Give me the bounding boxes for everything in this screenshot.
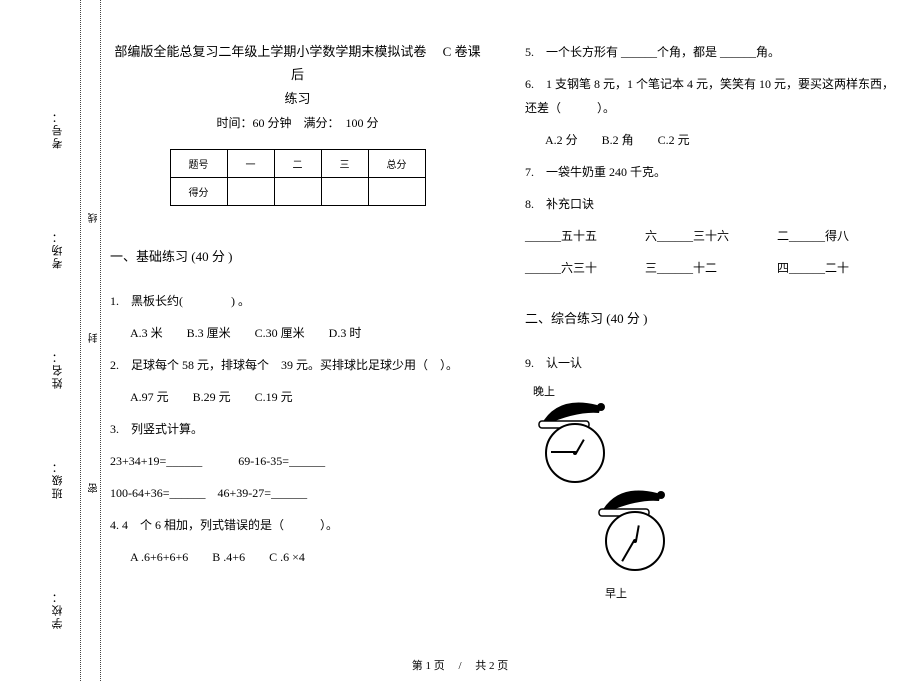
question-8b: ______六三十 三______十二 四______二十 <box>525 256 900 280</box>
question-3: 3. 列竖式计算。 <box>110 417 485 441</box>
td-1 <box>227 178 274 206</box>
title-main: 部编版全能总复习二年级上学期小学数学期末模拟试卷 <box>114 44 426 59</box>
question-8a: ______五十五 六______三十六 二______得八 <box>525 224 900 248</box>
question-6-options: A.2 分 B.2 角 C.2 元 <box>525 128 900 152</box>
question-1: 1. 黑板长约( ) 。 <box>110 289 485 313</box>
binding-margin: 学校： 班级： 姓名： 考场： 考号： 密 封 线 <box>10 0 100 681</box>
label-id: 考号： <box>50 110 66 149</box>
title-line2: 练习 <box>284 91 310 106</box>
question-7: 7. 一袋牛奶重 240 千克。 <box>525 160 900 184</box>
question-8: 8. 补充口诀 <box>525 192 900 216</box>
question-3a: 23+34+19=______ 69-16-35=______ <box>110 449 485 473</box>
question-6: 6. 1 支钢笔 8 元，1 个笔记本 4 元，笑笑有 10 元，要买这两样东西… <box>525 72 900 120</box>
seal-feng: 封 <box>87 330 102 343</box>
question-5: 5. 一个长方形有 ______个角，都是 ______角。 <box>525 40 900 64</box>
clock-face-2 <box>605 511 665 571</box>
dotted-line-1 <box>80 0 81 681</box>
clock-face-1 <box>545 423 605 483</box>
page-footer: 第 1 页 / 共 2 页 <box>0 657 920 673</box>
caption-night: 晚上 <box>533 383 900 399</box>
hour-hand <box>635 525 640 541</box>
exam-subtitle: 时间：60 分钟 满分： 100 分 <box>110 114 485 131</box>
td-score: 得分 <box>170 178 227 206</box>
th-1: 一 <box>227 150 274 178</box>
clock-1-wrap <box>545 423 900 487</box>
exam-title: 部编版全能总复习二年级上学期小学数学期末模拟试卷 C 卷课后 练习 <box>110 40 485 110</box>
hour-hand <box>575 439 585 454</box>
label-class: 班级： <box>50 460 66 499</box>
label-school: 学校： <box>50 590 66 629</box>
question-4-options: A .6+6+6+6 B .4+6 C .6 ×4 <box>110 545 485 569</box>
question-2: 2. 足球每个 58 元，排球每个 39 元。买排球比足球少用（ ）。 <box>110 353 485 377</box>
score-table: 题号 一 二 三 总分 得分 <box>170 149 426 206</box>
td-total <box>368 178 425 206</box>
minute-hand <box>622 540 635 562</box>
question-1-options: A.3 米 B.3 厘米 C.30 厘米 D.3 时 <box>110 321 485 345</box>
question-3b: 100-64+36=______ 46+39-27=______ <box>110 481 485 505</box>
question-9: 9. 认一认 <box>525 351 900 375</box>
seal-xian: 线 <box>87 210 102 223</box>
th-2: 二 <box>274 150 321 178</box>
right-column: 5. 一个长方形有 ______个角，都是 ______角。 6. 1 支钢笔 … <box>525 40 900 660</box>
section-1-title: 一、基础练习 (40 分 ) <box>110 246 485 265</box>
seal-mi: 密 <box>87 480 102 493</box>
question-4: 4. 4 个 6 相加，列式错误的是（ ）。 <box>110 513 485 537</box>
question-2-options: A.97 元 B.29 元 C.19 元 <box>110 385 485 409</box>
caption-morning: 早上 <box>605 585 900 601</box>
th-3: 三 <box>321 150 368 178</box>
th-num: 题号 <box>170 150 227 178</box>
minute-hand <box>551 452 575 454</box>
td-3 <box>321 178 368 206</box>
table-row: 题号 一 二 三 总分 <box>170 150 425 178</box>
left-column: 部编版全能总复习二年级上学期小学数学期末模拟试卷 C 卷课后 练习 时间：60 … <box>110 40 485 660</box>
label-name: 姓名： <box>50 350 66 389</box>
td-2 <box>274 178 321 206</box>
page-content: 部编版全能总复习二年级上学期小学数学期末模拟试卷 C 卷课后 练习 时间：60 … <box>110 40 900 660</box>
table-row: 得分 <box>170 178 425 206</box>
clock-2-wrap <box>605 511 900 575</box>
label-room: 考场： <box>50 230 66 269</box>
section-2-title: 二、综合练习 (40 分 ) <box>525 308 900 327</box>
th-total: 总分 <box>368 150 425 178</box>
